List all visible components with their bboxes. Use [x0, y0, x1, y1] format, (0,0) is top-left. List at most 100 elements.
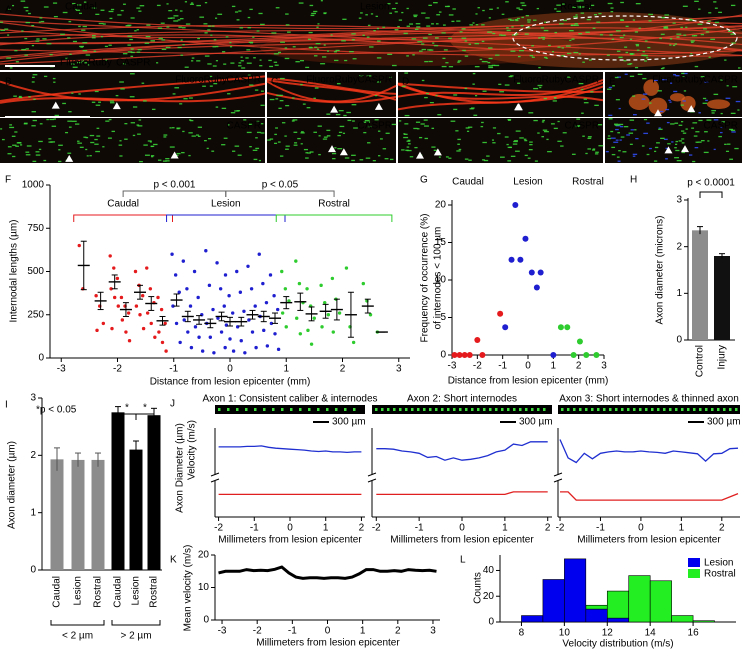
stain-dot — [690, 41, 694, 43]
line — [560, 491, 739, 501]
stain-dot — [620, 136, 625, 138]
node-mark — [561, 408, 564, 411]
stain-dot — [619, 139, 622, 141]
stain-dot — [232, 150, 236, 152]
stain-dot — [108, 44, 112, 46]
stain-dot — [570, 24, 574, 27]
stain-dot — [615, 30, 621, 32]
stain-label: FluoroRuby — [513, 75, 565, 86]
stain-dot — [71, 63, 76, 65]
stain-dot — [151, 156, 154, 158]
node-mark — [405, 408, 408, 411]
significance-bracket — [135, 413, 155, 420]
stain-dot — [100, 9, 105, 11]
stain-dot — [258, 12, 263, 15]
stain-dot — [310, 14, 315, 17]
stain-dot — [238, 62, 242, 64]
stain-dot — [275, 98, 279, 100]
stain-dot — [343, 114, 347, 117]
point — [228, 337, 232, 341]
histogram-bar — [606, 617, 630, 623]
stain-dot — [122, 63, 126, 65]
stain-dot — [692, 160, 696, 163]
y-tick-label: 1 — [30, 507, 36, 518]
stain-dot — [43, 75, 48, 78]
stain-dot — [122, 3, 126, 5]
point — [148, 287, 153, 291]
stain-dot — [510, 155, 516, 157]
y-tick-label: 1000 — [22, 180, 45, 191]
histogram-bar — [585, 608, 608, 623]
stain-dot — [516, 17, 520, 20]
stain-dot — [513, 140, 518, 143]
point — [576, 338, 583, 345]
stain-dot — [12, 155, 16, 158]
stain-dot — [150, 145, 155, 147]
stain-dot — [291, 120, 295, 122]
stain-dot — [391, 64, 397, 67]
stain-dot — [241, 67, 246, 69]
stain-dot — [413, 127, 418, 130]
stain-dot — [553, 127, 558, 130]
stain-dot — [275, 127, 279, 129]
node-mark — [567, 408, 570, 411]
stain-dot — [468, 43, 472, 45]
panel-letter: F — [5, 175, 11, 186]
stain-dot — [12, 4, 15, 7]
stain-dot — [247, 16, 251, 19]
stain-dot — [459, 31, 463, 33]
stain-dot — [624, 46, 628, 48]
stain-dot — [551, 50, 555, 53]
stain-dot — [18, 95, 22, 98]
stain-dot — [247, 74, 251, 76]
stain-dot — [316, 48, 320, 50]
stain-dot — [610, 7, 614, 9]
stain-dot — [452, 8, 456, 10]
point — [570, 352, 577, 358]
stain-dot — [481, 121, 484, 124]
node-mark — [651, 408, 654, 411]
stain-dot — [682, 132, 687, 134]
stain-dot — [25, 48, 29, 50]
stain-dot — [532, 19, 537, 21]
point — [112, 266, 116, 270]
stain-label: FluoroRuby — [175, 75, 227, 86]
stain-dot — [657, 90, 662, 92]
stain-dot — [581, 6, 585, 8]
stain-dot — [735, 100, 741, 103]
stain-dot — [618, 123, 624, 126]
point — [351, 340, 356, 345]
stain-dot — [714, 7, 718, 9]
stain-dot — [554, 8, 557, 10]
stain-dot — [104, 45, 108, 48]
stain-dot — [481, 40, 485, 43]
point — [186, 330, 190, 334]
stain-dot — [660, 33, 665, 35]
stain-dot — [160, 22, 165, 24]
stain-dot — [705, 31, 710, 33]
stain-dot — [240, 56, 243, 58]
stain-dot — [129, 38, 133, 41]
stain-dot — [188, 97, 193, 99]
fiber — [0, 27, 742, 55]
y-axis-label: Axon Diameter (µm) — [175, 423, 186, 513]
stain-dot — [163, 134, 168, 136]
stain-dot — [725, 150, 730, 152]
stain-dot — [663, 27, 669, 29]
significance-bracket — [225, 190, 335, 197]
stain-dot — [431, 127, 435, 129]
point — [344, 266, 349, 270]
point — [235, 269, 239, 274]
stain-dot — [693, 35, 698, 37]
y-tick-label: 750 — [27, 223, 44, 234]
stain-dot — [173, 15, 179, 17]
point — [188, 304, 193, 308]
stain-dot — [71, 92, 74, 94]
stain-dot — [488, 57, 493, 60]
point — [159, 307, 164, 312]
stain-dot — [703, 28, 707, 30]
stain-dot — [179, 10, 183, 12]
stain-dot — [732, 86, 738, 88]
point — [254, 345, 258, 350]
stain-dot — [415, 121, 421, 123]
